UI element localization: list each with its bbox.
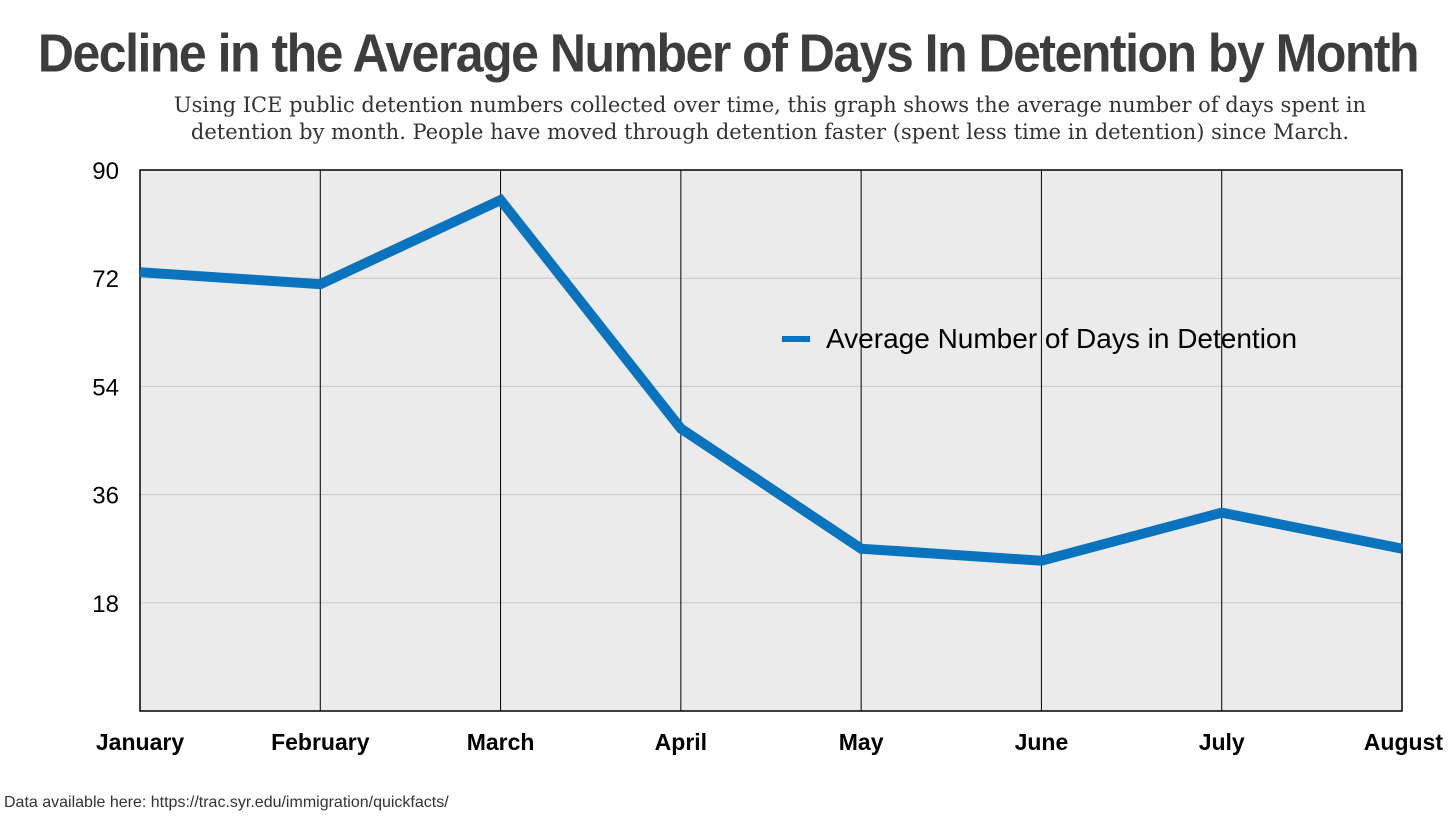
plot-area [140, 170, 1402, 711]
y-tick-label: 90 [92, 158, 119, 185]
x-tick-label: June [1015, 729, 1069, 755]
plot-border [139, 169, 1403, 712]
y-tick-label: 54 [92, 374, 119, 401]
y-tick-label: 72 [92, 266, 119, 293]
x-tick-label: August [1364, 729, 1444, 755]
x-tick-label: April [655, 729, 707, 755]
x-tick-label: May [839, 729, 884, 755]
y-tick-label: 36 [92, 483, 119, 510]
y-tick-label: 18 [92, 591, 119, 618]
chart-title: Decline in the Average Number of Days In… [37, 22, 1420, 84]
legend: Average Number of Days in Detention [782, 323, 1297, 354]
chart-subtitle: Using ICE public detention numbers colle… [173, 93, 1367, 144]
legend-label: Average Number of Days in Detention [826, 323, 1297, 354]
data-source-note: Data available here: https://trac.syr.ed… [4, 794, 449, 811]
x-tick-label: July [1199, 729, 1245, 755]
x-tick-label: February [271, 729, 370, 755]
series-line [139, 193, 1403, 566]
x-tick-label: January [96, 729, 184, 755]
x-tick-label: March [467, 729, 535, 755]
